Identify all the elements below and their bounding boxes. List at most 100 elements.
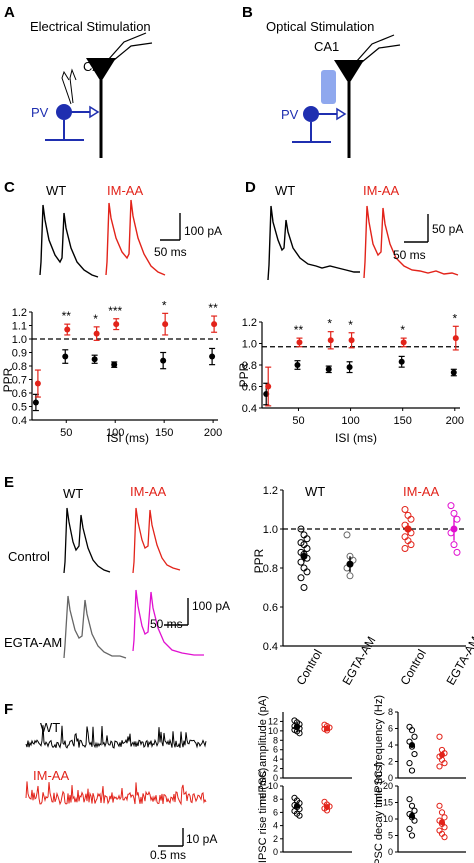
- panel-f-decay-data-point: [406, 825, 413, 833]
- panel-e-control-label: Control: [8, 549, 50, 564]
- panel-f-decay-y-tick-label: 15: [383, 798, 393, 808]
- panel-f-decay-y-ticks: 0 5 10 15 20: [383, 781, 398, 857]
- panel-e-mean-point: [346, 560, 354, 568]
- panel-d-point-wt: [398, 358, 405, 365]
- panel-f-decay-mean-point: [439, 819, 445, 826]
- panel-c-point-wt: [62, 353, 69, 360]
- panel-c-y-tick-label: 1.0: [12, 334, 27, 346]
- panel-c-point-im-aa: [162, 321, 169, 328]
- panel-f-amplitude-data-point: [296, 730, 303, 737]
- panel-f-frequency-marks: [406, 723, 448, 774]
- panel-e-data-point: [300, 584, 308, 591]
- panel-f-frequency-data-point: [436, 763, 443, 770]
- panel-d-scale-y: 50 pA: [432, 222, 463, 236]
- panel-c-letter: C: [4, 179, 15, 196]
- panel-c-im-label: IM-AA: [107, 183, 143, 198]
- panel-e-y-tick-label: 0.8: [263, 563, 278, 575]
- panel-e-data-point: [407, 515, 415, 523]
- panel-d-significance-star: *: [452, 311, 457, 325]
- panel-e-scale-x: 50 ms: [150, 617, 183, 631]
- panel-f-amplitude-y-tick-label: 4: [273, 754, 278, 764]
- panel-c-marks: ** **** * **: [32, 298, 218, 412]
- panel-c-y-tick-label: 0.8: [12, 361, 27, 373]
- panel-c-point-wt: [111, 361, 118, 368]
- panel-e-data-point: [453, 515, 461, 523]
- panel-d-x-ticks: 50 100 150 200: [292, 408, 464, 427]
- panel-f-im-trace: [25, 781, 207, 806]
- panel-c-wt-trace: [39, 204, 99, 278]
- panel-d-wt-trace: [267, 205, 360, 281]
- panel-f-amplitude-mean-point: [324, 725, 330, 732]
- panel-c-y-tick-label: 1.1: [12, 321, 27, 333]
- panel-f-frequency-data-point: [408, 727, 416, 734]
- panel-d-wt-label: WT: [275, 183, 295, 198]
- panel-d-point-im-aa: [348, 337, 355, 344]
- panel-f-decay-data-point: [441, 814, 448, 821]
- panel-c-im-trace: [105, 199, 166, 276]
- panel-f-frequency-data-point: [411, 750, 418, 758]
- panel-f-amplitude-y-tick-label: 2: [273, 764, 278, 774]
- panel-e-mean-point: [404, 525, 412, 533]
- panel-e-scale-bar: [164, 598, 189, 626]
- panel-d-point-im-aa: [400, 339, 407, 346]
- panel-c-traces: C WT IM-AA 100 pA 50 ms: [4, 179, 222, 278]
- panel-f-wt-label: WT: [40, 720, 60, 735]
- panel-c-y-tick-label: 0.5: [12, 402, 27, 414]
- panel-f-decay-data-point: [438, 809, 446, 816]
- panel-d-significance-star: *: [348, 318, 353, 332]
- panel-c-scale-bar: [160, 213, 181, 241]
- panel-b: B Optical Stimulation CA1 PV: [242, 4, 401, 158]
- panel-e-y-ticks: 0.4 0.6 0.8 1.0 1.2: [263, 485, 283, 653]
- panel-f-decay-data-point: [436, 802, 443, 809]
- panel-e-data-point: [297, 558, 305, 566]
- panel-f-decay-y-tick-label: 0: [388, 847, 393, 857]
- panel-f-amplitude-y-tick-label: 0: [273, 773, 278, 783]
- panel-e-im-egta-trace: [132, 589, 204, 656]
- panel-d-letter: D: [245, 179, 256, 196]
- panel-f-rise-mean-point: [324, 804, 330, 811]
- panel-f-frequency-data-point: [411, 733, 418, 740]
- panel-f-decay-data-point: [408, 832, 416, 839]
- panel-b-letter: B: [242, 4, 253, 21]
- panel-e-data-point: [407, 541, 415, 549]
- panel-e-traces: E WT IM-AA Control EGTA-AM 100 pA 50 ms: [4, 474, 230, 659]
- panel-c-x-tick-label: 50: [60, 427, 72, 439]
- panel-a-title: Electrical Stimulation: [30, 19, 151, 34]
- panel-c-point-wt: [160, 357, 167, 364]
- panel-c-point-im-aa: [211, 321, 218, 328]
- panel-f-rise-mean-point: [294, 802, 300, 809]
- panel-d-ppr-plot: 0.40.60.81.01.2 50 100 150 200 ** * * ** PPR I…: [237, 311, 464, 445]
- panel-f-frequency-data-point: [406, 760, 413, 767]
- panel-e-xcat-control-wt: Control: [293, 647, 324, 688]
- panel-d-point-wt: [294, 362, 301, 368]
- panel-f-wt-trace: [25, 725, 207, 749]
- panel-f-decay-y-tick-label: 10: [383, 814, 393, 824]
- panel-e-data-point: [297, 525, 305, 533]
- pv-interneuron: [45, 104, 100, 141]
- panel-c-point-im-aa: [113, 321, 120, 328]
- panel-f-frequency-mean-point: [439, 751, 445, 758]
- panel-f-frequency-y-tick-label: 2: [388, 757, 393, 767]
- panel-d-x-tick-label: 100: [341, 415, 359, 427]
- panel-c-y-tick-label: 0.9: [12, 348, 27, 360]
- panel-c-significance-star: **: [208, 301, 218, 315]
- panel-c-point-im-aa: [64, 326, 71, 333]
- panel-d-significance-star: *: [327, 317, 332, 331]
- panel-f-rise-ylabel: mIPSC rise time (ms): [257, 768, 269, 863]
- panel-f-rise-y-ticks: 0 2 4 6 8 10: [268, 781, 283, 857]
- panel-e-y-tick-label: 1.2: [263, 485, 278, 497]
- panel-e-scale-y: 100 pA: [192, 599, 230, 613]
- panel-f-frequency-data-point: [441, 760, 448, 767]
- panel-d-significance-star: *: [400, 323, 405, 337]
- panel-f-amplitude-ylabel: mIPSC amplitude (pA): [257, 695, 269, 804]
- panel-d-y-tick-label: 1.0: [242, 339, 257, 351]
- panel-b-ca1-label: CA1: [314, 39, 339, 54]
- panel-f-decay-data-point: [406, 796, 413, 803]
- panel-f-decay-ylabel: mIPSC decay time (ms): [373, 762, 385, 863]
- panel-f-decay-y-tick-label: 5: [388, 831, 393, 841]
- panel-c-point-wt: [209, 353, 216, 360]
- panel-e-im-group-label: IM-AA: [403, 484, 439, 499]
- panel-e-data-point: [450, 509, 458, 517]
- panel-e-xcat-control-im: Control: [397, 647, 428, 688]
